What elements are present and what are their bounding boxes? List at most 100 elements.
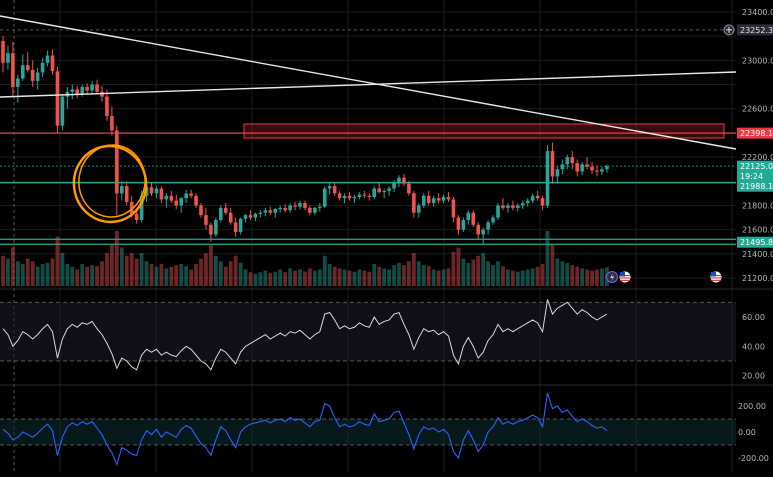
candle-body — [154, 188, 159, 194]
volume-bar — [258, 272, 263, 286]
volume-bar — [114, 231, 119, 286]
volume-bar — [530, 268, 535, 286]
candle-body — [293, 205, 297, 207]
volume-bar — [585, 269, 589, 286]
cci-line — [2, 392, 608, 467]
rsi-band-fill — [0, 302, 736, 361]
support-badge-upper-text: 21988.10 — [740, 182, 773, 191]
volume-bar — [90, 265, 94, 286]
candle-body — [595, 170, 599, 172]
us-flag-icon-right-canton — [711, 272, 716, 277]
candle-body — [129, 201, 134, 214]
volume-bar — [11, 247, 15, 286]
candle-body — [382, 190, 386, 193]
volume-bar — [233, 255, 238, 286]
candle-body — [367, 195, 372, 197]
volume-bar — [431, 269, 436, 286]
candle-body — [308, 207, 312, 213]
candle-body — [60, 96, 65, 126]
volume-bar — [496, 261, 500, 286]
chart-icons — [606, 24, 735, 283]
candle-body — [120, 186, 124, 194]
candle-body — [223, 207, 228, 213]
resistance-zone — [243, 123, 725, 139]
volume-bar — [100, 261, 104, 286]
candle-body — [90, 84, 94, 91]
candle-body — [397, 177, 401, 183]
volume-bar — [184, 266, 189, 286]
resistance-badge-text: 22398.16 — [740, 129, 773, 138]
us-flag-icon-right — [710, 271, 722, 283]
flash-icon — [606, 271, 618, 283]
volume-bar — [402, 265, 406, 286]
volume-bar — [110, 244, 114, 286]
candle-body — [288, 205, 292, 211]
price-axis-label: 23400.00 — [742, 8, 773, 17]
support-badge-lower-text: 21495.85 — [740, 238, 773, 247]
volume-bar — [288, 268, 292, 286]
volume-bar — [75, 269, 80, 286]
volume-bar — [268, 272, 273, 286]
candle-body — [421, 195, 426, 206]
candle-body — [322, 188, 327, 207]
volume-bar — [139, 253, 144, 286]
volume-bar — [199, 258, 203, 286]
volume-bar — [293, 270, 297, 286]
volume-bar — [540, 264, 545, 286]
volume-bar — [436, 270, 441, 286]
candle-body — [491, 217, 495, 223]
volume-bar — [213, 255, 218, 286]
crosshair-badge-bg — [737, 24, 773, 36]
volume-bar — [421, 265, 426, 286]
candle-body — [417, 205, 421, 213]
volume-bar — [550, 244, 555, 286]
rsi-axis-label: 20.00 — [742, 372, 765, 381]
candle-body — [258, 212, 263, 214]
candle-body — [273, 209, 278, 213]
volume-bar — [441, 269, 446, 286]
candle-body — [238, 218, 243, 233]
candle-body — [184, 193, 188, 199]
price-levels — [0, 132, 736, 245]
volume-bar — [30, 261, 35, 286]
volume-bar — [60, 253, 65, 286]
volume-bar — [560, 261, 565, 286]
volume-bar — [85, 266, 90, 286]
volume-bar — [456, 247, 461, 286]
volume-bar — [298, 269, 302, 286]
candle-body — [516, 205, 520, 208]
volume-bar — [392, 265, 396, 286]
candle-body — [278, 207, 282, 210]
candle-body — [570, 157, 575, 164]
candle-body — [431, 198, 436, 204]
candle-body — [520, 203, 525, 206]
candle-body — [575, 163, 579, 172]
us-flag-icon-right-stripe — [711, 277, 721, 279]
volume-bar — [238, 262, 243, 286]
candle-body — [318, 206, 322, 208]
volume-bar — [491, 265, 495, 286]
us-flag-icon — [619, 271, 631, 283]
resistance-badge: 22398.16 — [737, 127, 773, 139]
candle-body — [139, 195, 144, 220]
crosshair-badge: 23252.34 — [737, 24, 773, 36]
candle-body — [412, 193, 416, 213]
candle-body — [545, 151, 550, 206]
volume-bar — [347, 270, 352, 286]
candle-body — [352, 196, 357, 199]
candle-body — [199, 205, 203, 216]
candle-body — [372, 188, 377, 197]
candle-body — [253, 213, 258, 218]
volume-bar — [248, 272, 253, 286]
candle-body — [115, 130, 119, 194]
candle-body — [590, 166, 594, 171]
candle-body — [585, 164, 589, 167]
candle-body — [1, 41, 5, 63]
price-axis-label: 21400.00 — [742, 250, 773, 259]
candle-body — [392, 182, 396, 189]
volume-bar — [65, 264, 70, 286]
volume-bar — [129, 253, 134, 286]
